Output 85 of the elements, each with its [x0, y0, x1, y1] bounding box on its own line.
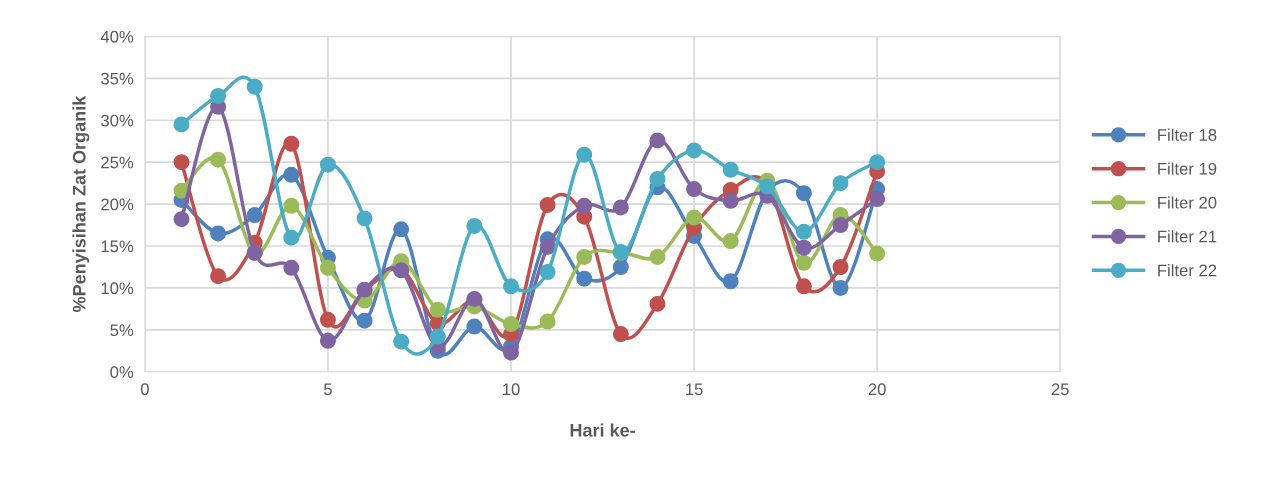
point	[466, 217, 483, 234]
legend-label: Filter 22	[1158, 264, 1217, 277]
x-tick-label: 25	[1051, 383, 1069, 396]
y-tick-label: 0%	[110, 366, 134, 378]
point	[210, 151, 227, 168]
x-tick-label: 15	[686, 383, 703, 396]
point	[795, 254, 812, 271]
point	[869, 154, 886, 171]
point	[795, 278, 812, 295]
y-tick-label: 30%	[101, 114, 134, 127]
point	[539, 196, 556, 213]
point	[686, 142, 703, 159]
y-tick-label: 35%	[101, 72, 134, 85]
x-tick-label: 0	[140, 383, 149, 396]
point	[466, 318, 483, 335]
point	[869, 191, 886, 208]
point	[210, 268, 227, 285]
legend-label: Filter 20	[1158, 196, 1217, 209]
point	[795, 223, 812, 240]
point	[795, 239, 812, 256]
y-tick-label: 40%	[100, 30, 134, 43]
point	[539, 313, 556, 330]
point	[539, 264, 556, 281]
point	[869, 245, 886, 262]
point	[429, 301, 446, 318]
legend-label: Filter 18	[1158, 128, 1217, 141]
x-tick-label: 5	[323, 383, 332, 396]
legend-label: Filter 19	[1158, 162, 1217, 175]
y-tick-label: 5%	[110, 324, 134, 337]
point	[832, 175, 849, 192]
y-tick-label: 10%	[101, 282, 134, 295]
point	[356, 312, 373, 329]
point	[319, 259, 336, 276]
point	[319, 332, 336, 349]
point	[686, 181, 703, 198]
point	[612, 259, 629, 275]
point	[173, 211, 190, 228]
point	[356, 210, 373, 227]
point	[576, 248, 593, 265]
point	[503, 344, 519, 361]
point	[686, 209, 703, 226]
point	[319, 156, 336, 173]
point	[576, 270, 593, 287]
point	[576, 146, 593, 163]
point	[503, 316, 519, 332]
y-tick-label: 15%	[101, 240, 134, 253]
point	[722, 273, 739, 290]
point	[649, 170, 666, 187]
point	[173, 154, 190, 171]
point	[283, 197, 300, 214]
point	[210, 225, 227, 242]
point	[319, 311, 336, 328]
point	[283, 229, 300, 246]
point	[832, 217, 849, 234]
legend-label: Filter 21	[1158, 230, 1217, 243]
point	[576, 197, 593, 214]
point	[649, 295, 666, 312]
x-tick-label: 20	[868, 383, 886, 396]
point	[722, 192, 739, 209]
point	[612, 199, 629, 216]
point	[173, 116, 190, 133]
point	[393, 221, 410, 238]
point	[649, 248, 666, 265]
point	[795, 185, 812, 202]
point	[612, 326, 629, 343]
point	[539, 238, 556, 255]
point	[246, 207, 263, 223]
point	[283, 135, 300, 152]
y-tick-label: 20%	[101, 198, 134, 211]
point	[832, 279, 849, 296]
x-axis-title: Hari ke-	[570, 423, 635, 437]
point	[283, 166, 300, 183]
point	[649, 132, 666, 149]
y-tick-label: 25%	[101, 156, 134, 169]
point	[210, 87, 227, 104]
y-axis-title: %Penyisihan Zat Organik	[72, 95, 90, 313]
point	[429, 328, 446, 345]
point	[832, 259, 849, 275]
point	[722, 233, 739, 249]
point	[283, 259, 300, 276]
x-tick-label: 10	[503, 383, 520, 396]
point	[246, 78, 263, 95]
point	[393, 333, 410, 350]
point	[722, 161, 739, 178]
point	[503, 278, 519, 295]
